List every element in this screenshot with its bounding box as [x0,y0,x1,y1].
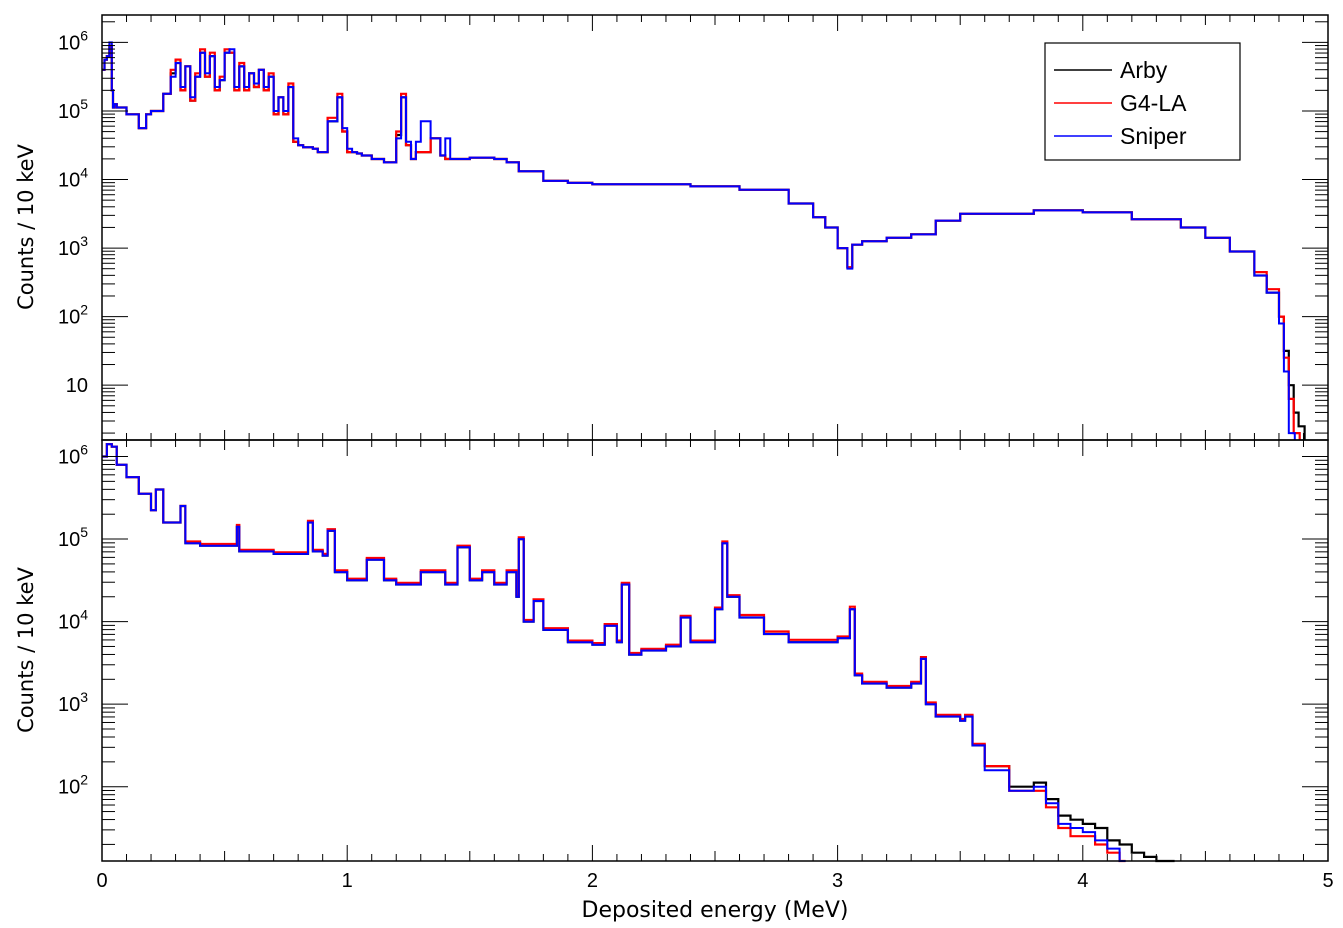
bottom-series-group [102,443,1175,863]
top-ytick-label: 102 [58,302,88,329]
bottom-ytick-label: 106 [58,442,88,469]
legend: Arby G4-LA Sniper [1044,42,1241,161]
xtick-label: 0 [96,870,107,892]
xtick-label: 1 [342,870,353,892]
top-series-group [102,41,1306,440]
xtick-label: 4 [1077,870,1088,892]
top-ytick-label: 103 [58,233,88,260]
top-ytick-label: 104 [58,165,88,192]
bottom-series-sniper [102,443,1126,862]
bottom-ticks [101,440,1329,861]
top-ytick-labels: 106 105 104 103 102 10 [58,27,88,397]
legend-label-g4la: G4-LA [1120,90,1187,116]
bottom-ytick-label: 105 [58,524,88,551]
xtick-label: 5 [1322,870,1333,892]
x-axis-label: Deposited energy (MeV) [582,898,849,923]
top-panel: 106 105 104 103 102 10 Counts / 10 keV [14,14,1329,441]
top-ytick-label: 105 [58,96,88,123]
xtick-label: 3 [832,870,843,892]
bottom-panel: 106 105 104 103 102 0 1 2 3 4 5 Counts / 10 keV D… [14,439,1334,923]
top-ytick-label: 106 [58,27,88,54]
bottom-ytick-label: 104 [58,607,88,634]
bottom-ylabel: Counts / 10 keV [14,566,38,732]
bottom-ytick-label: 102 [58,772,88,799]
top-ylabel: Counts / 10 keV [14,143,38,309]
legend-box [1044,42,1241,161]
legend-label-arby: Arby [1120,57,1168,83]
top-ytick-label: 10 [66,375,88,397]
top-series-sniper [102,41,1296,440]
legend-label-sniper: Sniper [1120,123,1187,149]
top-ticks [101,15,1329,440]
bottom-ytick-label: 103 [58,689,88,716]
bottom-ytick-labels: 106 105 104 103 102 [58,442,88,799]
xtick-label: 2 [587,870,598,892]
xtick-labels: 0 1 2 3 4 5 [96,870,1333,892]
